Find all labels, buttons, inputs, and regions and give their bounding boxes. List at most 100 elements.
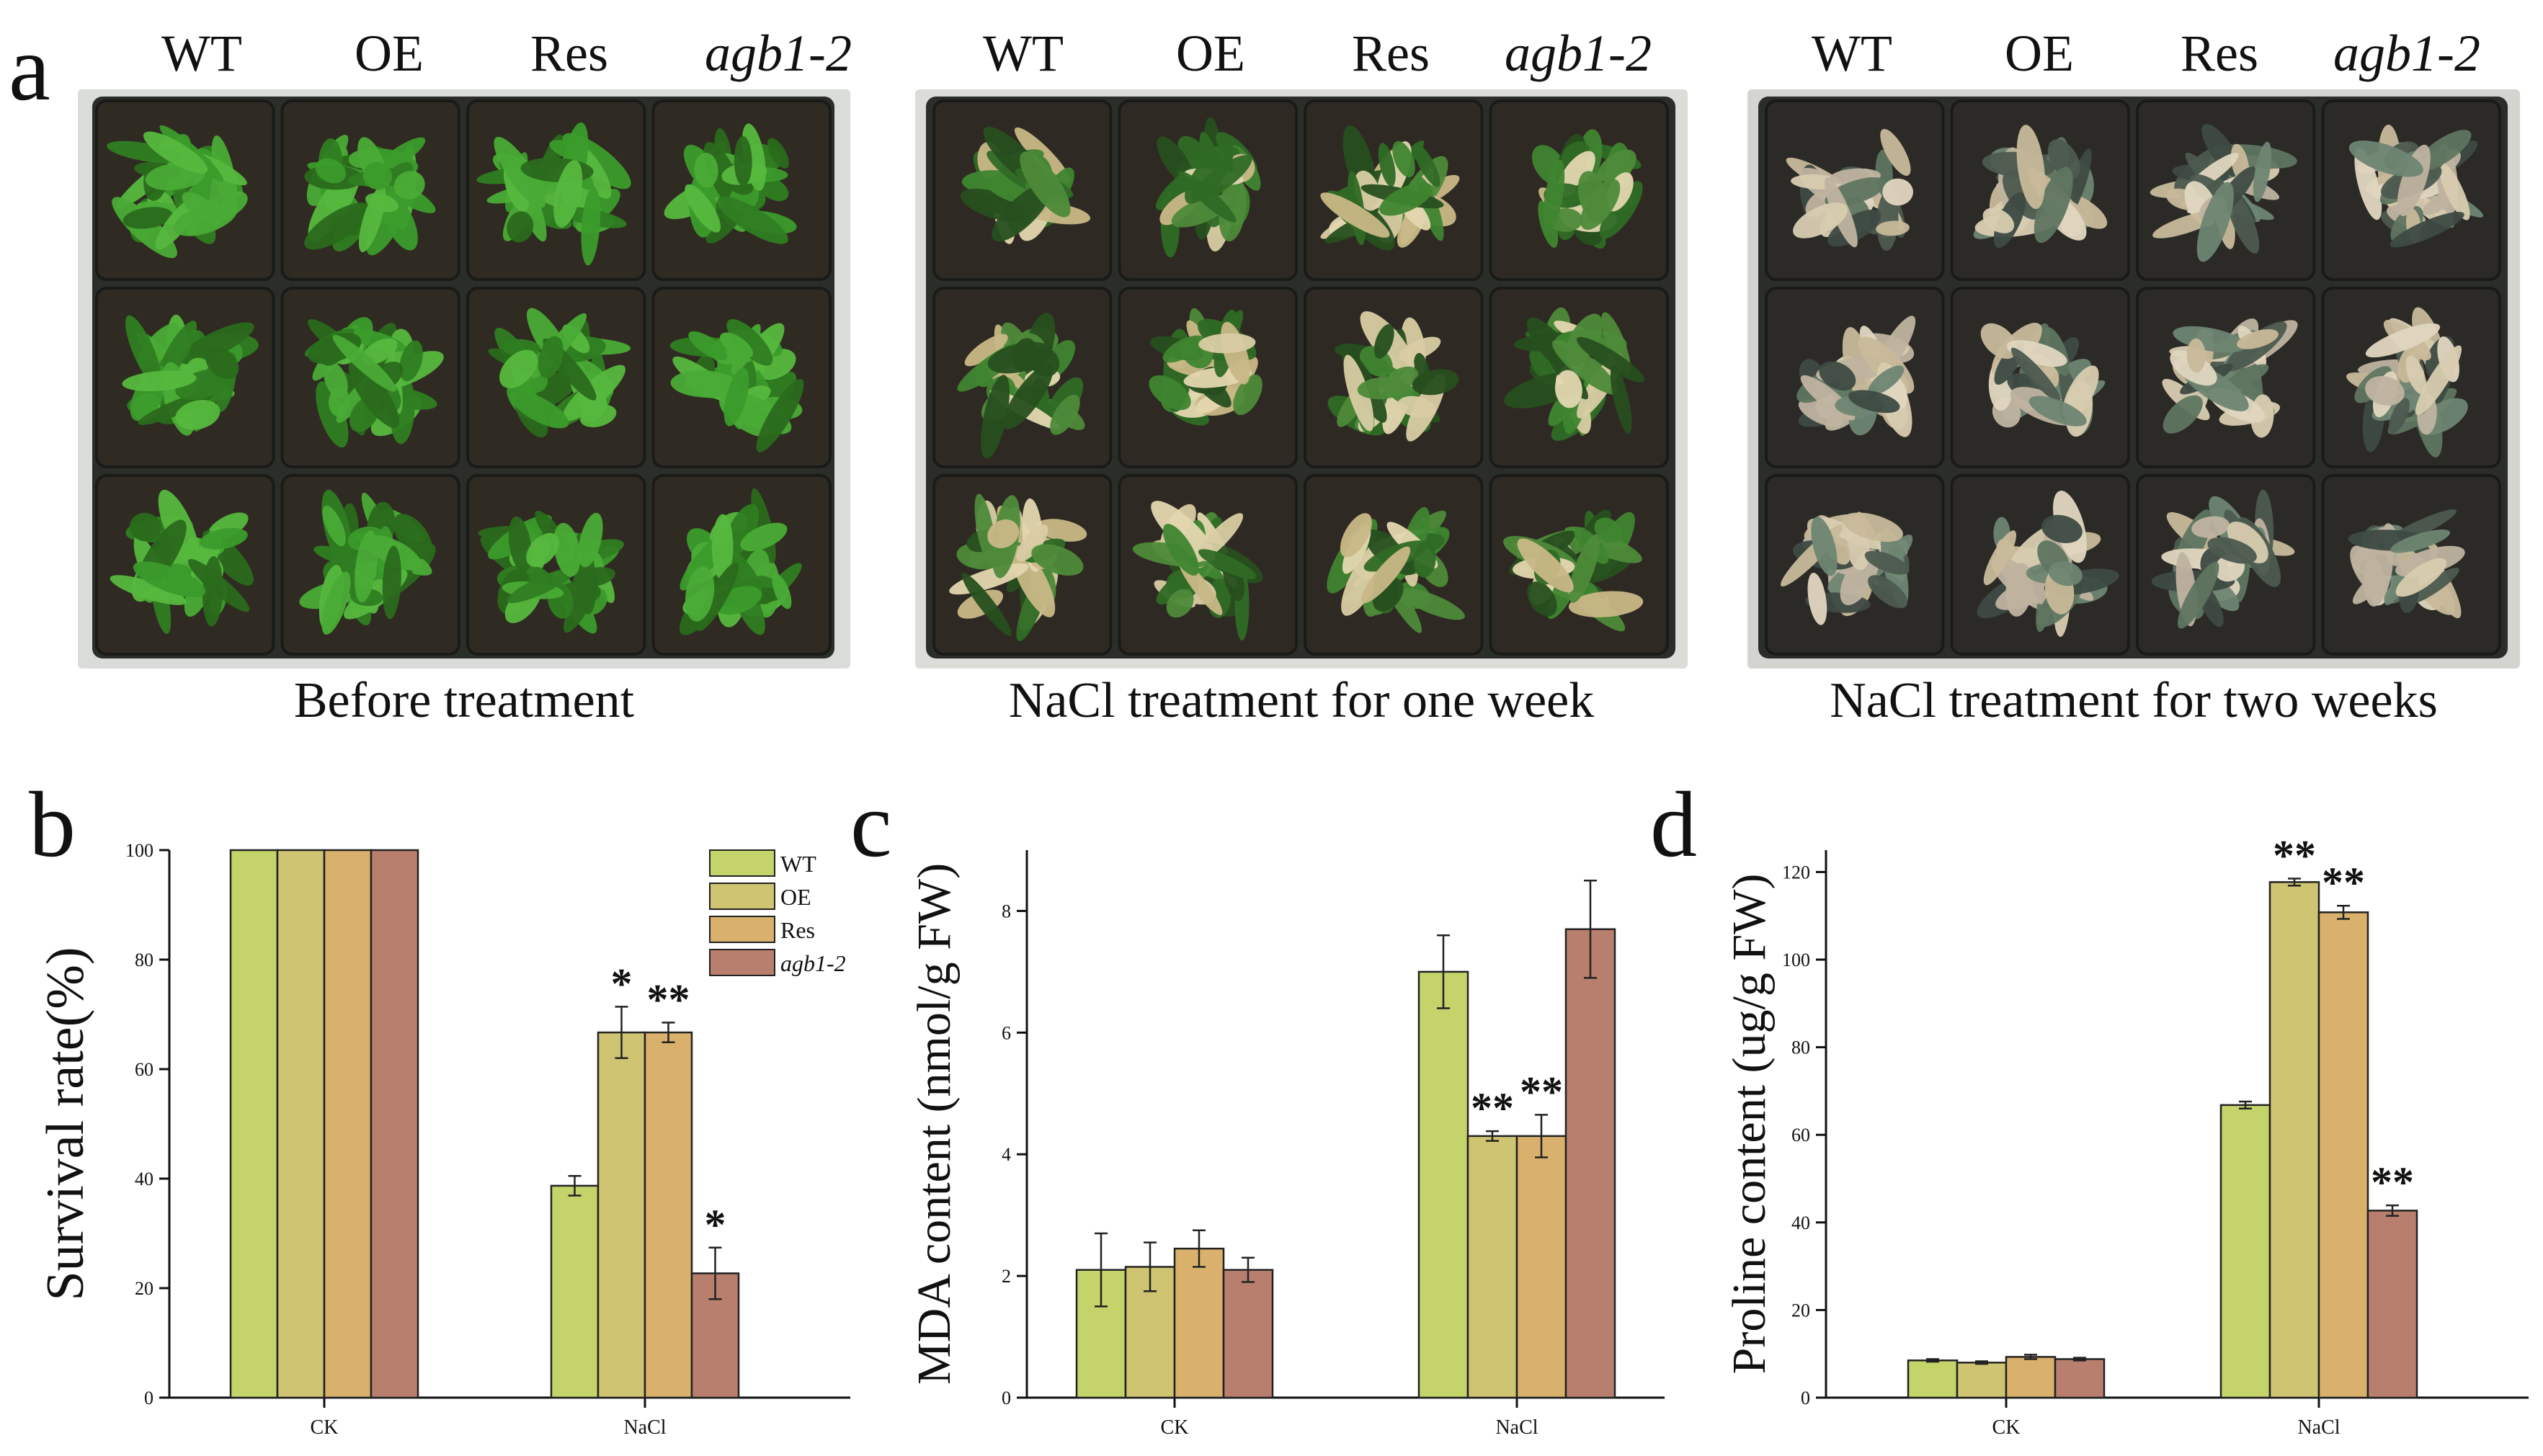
x-tick-label: CK — [1161, 1416, 1189, 1439]
plant-rosette — [122, 314, 259, 436]
y-tick-label: 8 — [1002, 901, 1011, 921]
bar-agb1-2-NaCl — [2366, 1210, 2418, 1399]
bar-Res-NaCl — [643, 1031, 693, 1399]
bar-agb1-2-CK — [1222, 1269, 1274, 1399]
bar-WT-NaCl — [1417, 970, 1469, 1399]
panel-d-letter: d — [1650, 773, 1697, 877]
photo3-label-agb1-2: agb1-2 — [2333, 24, 2480, 82]
plant-rosette — [1980, 322, 2106, 437]
photo3-label-wt: WT — [1812, 24, 1892, 82]
error-bar-OE-NaCl — [2288, 877, 2301, 887]
error-bar-WT-NaCl — [568, 1174, 582, 1197]
y-tick-label: 0 — [1801, 1388, 1810, 1408]
y-axis-title: Survival rate(%) — [36, 947, 95, 1300]
bar-agb1-2-CK — [370, 849, 419, 1399]
photo-nacl-one-week — [915, 89, 1688, 669]
y-tick-label: 20 — [1791, 1300, 1810, 1321]
plant-rosette — [1977, 491, 2119, 637]
plant-rosette — [1786, 128, 1913, 251]
error-bar-agb1-2-CK — [2073, 1357, 2086, 1362]
bar-OE-CK — [1956, 1362, 2008, 1399]
bar-Res-CK — [2005, 1356, 2057, 1399]
significance-OE-NaCl: * — [611, 960, 633, 1007]
y-tick-label: 6 — [1002, 1022, 1011, 1043]
error-bar-WT-CK — [1926, 1358, 1939, 1363]
plant-rosette — [664, 123, 797, 244]
y-tick-label: 80 — [1791, 1037, 1810, 1058]
photo2-label-oe: OE — [1176, 24, 1245, 82]
photo1-label-oe: OE — [355, 24, 424, 82]
plant-rosette — [110, 489, 254, 634]
y-tick-label: 60 — [135, 1059, 153, 1080]
plant-rosette — [488, 308, 631, 438]
bar-OE-NaCl — [2268, 881, 2320, 1399]
y-tick-label: 0 — [144, 1388, 153, 1408]
error-bar-WT-NaCl — [2239, 1100, 2252, 1109]
bar-WT-NaCl — [550, 1184, 600, 1399]
y-axis-title: MDA content (nmol/g FW) — [908, 863, 961, 1385]
bar-agb1-2-CK — [2054, 1358, 2106, 1399]
plant-rosette — [2346, 307, 2468, 457]
panel-c-letter: c — [850, 773, 892, 877]
legend-swatch-agb1-2 — [709, 949, 775, 976]
plant-rosette — [2348, 124, 2484, 248]
y-tick-label: 20 — [135, 1278, 153, 1299]
y-tick-label: 60 — [1791, 1125, 1810, 1145]
error-bar-Res-CK — [1193, 1229, 1206, 1268]
bar-OE-NaCl — [597, 1031, 646, 1399]
plant-canvas-2 — [932, 99, 1669, 656]
significance-agb1-2-NaCl: * — [705, 1201, 726, 1249]
y-tick-label: 2 — [1002, 1266, 1011, 1287]
plant-rosette — [2348, 509, 2465, 619]
error-bar-Res-CK — [2024, 1354, 2037, 1360]
plant-rosette — [2151, 489, 2295, 629]
x-tick-label: NaCl — [623, 1416, 666, 1439]
plant-rosette — [476, 122, 631, 266]
photo-before-treatment — [78, 89, 850, 669]
plant-rosette — [107, 125, 248, 259]
significance-Res-NaCl: ** — [647, 975, 690, 1023]
y-tick-label: 80 — [135, 950, 153, 970]
error-bar-agb1-2-NaCl — [1584, 879, 1597, 979]
y-tick-label: 0 — [1002, 1388, 1011, 1408]
plant-rosette — [1781, 512, 1913, 625]
photo3-label-oe: OE — [2005, 24, 2074, 82]
bar-WT-CK — [229, 849, 279, 1399]
plant-rosette — [1320, 125, 1460, 251]
proline-content-chart: 0 20 40 60 80 100 120 CK NaCl Proline content (ug… — [1723, 832, 2529, 1439]
plant-rosette — [960, 127, 1091, 244]
y-tick-label: 40 — [1791, 1212, 1810, 1233]
plant-rosette — [1796, 316, 1916, 437]
bar-Res-CK — [323, 849, 373, 1399]
bar-Res-NaCl — [2317, 911, 2369, 1399]
significance-OE-NaCl: ** — [1471, 1084, 1514, 1132]
axes: 0 2 4 6 8 CK NaCl — [1002, 850, 1665, 1439]
y-tick-label: 120 — [1782, 862, 1810, 883]
photo2-label-wt: WT — [983, 24, 1064, 82]
plant-rosette — [1132, 501, 1263, 641]
error-bar-OE-CK — [1144, 1241, 1157, 1292]
error-bar-Res-NaCl — [662, 1022, 675, 1044]
panel-a-letter: a — [9, 17, 50, 120]
plant-rosette — [1503, 509, 1644, 632]
y-tick-label: 100 — [1782, 950, 1810, 970]
x-tick-label: CK — [311, 1416, 339, 1439]
error-bar-agb1-2-NaCl — [2386, 1204, 2399, 1217]
plant-rosette — [679, 488, 802, 635]
plant-rosette — [1973, 125, 2108, 249]
y-tick-label: 4 — [1002, 1144, 1011, 1165]
y-tick-label: 100 — [125, 840, 153, 861]
legend-swatch-OE — [709, 883, 775, 910]
x-tick-label: NaCl — [1495, 1416, 1538, 1439]
photo2-label-agb1-2: agb1-2 — [1505, 24, 1652, 82]
error-bar-agb1-2-NaCl — [708, 1246, 722, 1300]
y-tick-label: 40 — [135, 1169, 153, 1189]
caption-before-treatment: Before treatment — [293, 673, 635, 728]
mda-content-chart: 0 2 4 6 8 CK NaCl MDA content (nmol/g FW) ** ** — [908, 850, 1665, 1439]
pot-11 — [466, 474, 646, 656]
error-bar-WT-CK — [1095, 1232, 1108, 1308]
legend-label-WT: WT — [780, 851, 816, 877]
legend: WT OE Res agb1-2 — [709, 849, 846, 976]
error-bar-OE-CK — [1975, 1360, 1988, 1365]
